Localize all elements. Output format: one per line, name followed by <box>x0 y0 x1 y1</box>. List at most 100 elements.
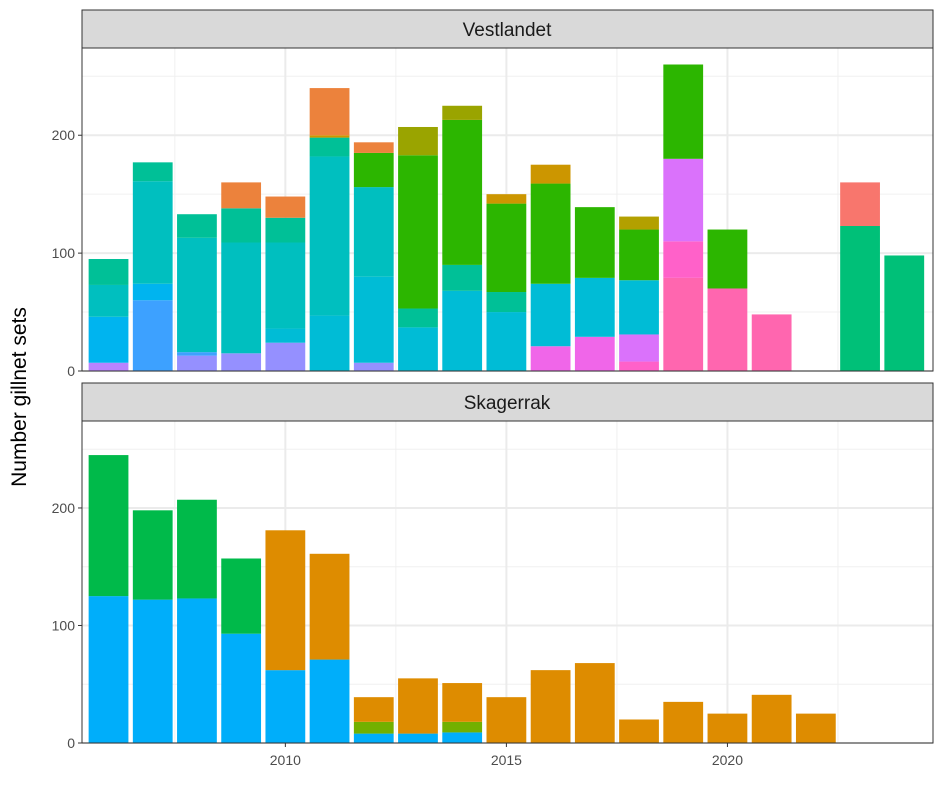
bar-segment-2008 <box>177 214 217 238</box>
bar-segment-2015 <box>486 312 527 371</box>
bar-segment-2021 <box>751 314 792 371</box>
strip-title-skagerrak: Skagerrak <box>464 393 551 414</box>
y-axis-label: Number gillnet sets <box>8 307 31 487</box>
bar-segment-2009 <box>221 242 262 354</box>
bar-segment-2008 <box>177 237 217 353</box>
bar-segment-2014 <box>442 721 483 733</box>
bar-segment-2014 <box>442 683 483 722</box>
bar-segment-2017 <box>574 277 615 337</box>
bar-segment-2010 <box>265 530 306 671</box>
bar-segment-2006 <box>88 284 129 317</box>
bar-segment-2016 <box>530 346 571 371</box>
bar-segment-2008 <box>177 355 217 371</box>
bar-segment-2019 <box>663 241 704 278</box>
bar-segment-2009 <box>221 558 262 634</box>
bar-segment-2006 <box>88 362 129 371</box>
bar-segment-2012 <box>353 142 394 153</box>
bar-segment-2013 <box>398 308 438 328</box>
bar-segment-2011 <box>309 88 350 136</box>
bar-segment-2019 <box>663 158 704 242</box>
bar-segment-2010 <box>265 328 306 343</box>
y-tick-label: 100 <box>52 617 76 633</box>
bar-segment-2013 <box>398 126 438 156</box>
y-tick-label: 100 <box>52 245 76 261</box>
bar-segment-2015 <box>486 697 527 743</box>
bar-segment-2018 <box>619 229 659 281</box>
bar-segment-2011 <box>309 659 350 743</box>
bar-segment-2013 <box>398 678 438 734</box>
bar-segment-2013 <box>398 327 438 371</box>
bar-segment-2006 <box>88 455 129 597</box>
bar-segment-2014 <box>442 732 483 743</box>
facet-skagerrak: Skagerrak 0 100 200 <box>52 382 934 751</box>
bar-segment-2017 <box>574 207 615 278</box>
bar-segment-2009 <box>221 208 262 243</box>
bar-segment-2011 <box>309 135 350 138</box>
bar-segment-2010 <box>265 342 306 371</box>
bar-segment-2007 <box>132 181 173 284</box>
bar-segment-2018 <box>619 719 659 743</box>
bar-segment-2022 <box>795 713 836 743</box>
bar-segment-2008 <box>177 499 217 599</box>
bar-segment-2009 <box>221 182 262 209</box>
facet-vestlandet: Vestlandet 0 100 200 <box>52 9 934 379</box>
bar-segment-2014 <box>442 105 483 120</box>
strip-title-vestlandet: Vestlandet <box>463 20 552 41</box>
bar-segment-2010 <box>265 196 306 218</box>
bar-segment-2014 <box>442 264 483 291</box>
bar-segment-2020 <box>707 288 748 371</box>
bar-segment-2012 <box>353 276 394 363</box>
bar-segment-2019 <box>663 64 704 159</box>
bar-segment-2006 <box>88 596 129 743</box>
bar-segment-2008 <box>177 352 217 356</box>
bar-segment-2016 <box>530 283 571 347</box>
y-tick-label: 200 <box>52 500 76 516</box>
bar-segment-2024 <box>884 255 925 371</box>
bar-segment-2018 <box>619 216 659 230</box>
bar-segment-2009 <box>221 353 262 371</box>
bar-segment-2016 <box>530 183 571 284</box>
bar-segment-2023 <box>840 226 880 371</box>
bar-segment-2011 <box>309 137 350 157</box>
bar-segment-2016 <box>530 164 571 184</box>
bar-segment-2007 <box>132 510 173 600</box>
bar-segment-2012 <box>353 721 394 734</box>
panel-border <box>81 420 934 744</box>
bar-segment-2017 <box>574 663 615 743</box>
bar-segment-2018 <box>619 361 659 371</box>
bar-segment-2011 <box>309 156 350 316</box>
bar-segment-2015 <box>486 194 527 204</box>
bar-segment-2020 <box>707 713 748 743</box>
bar-segment-2007 <box>132 300 173 371</box>
bar-segment-2007 <box>132 283 173 301</box>
x-tick-label: 2010 <box>270 752 301 768</box>
bar-segment-2012 <box>353 362 394 371</box>
bar-segment-2018 <box>619 334 659 362</box>
bar-segment-2013 <box>398 733 438 743</box>
bar-segment-2018 <box>619 280 659 335</box>
bar-segment-2012 <box>353 697 394 722</box>
bar-segment-2019 <box>663 701 704 743</box>
bar-segment-2006 <box>88 259 129 285</box>
bar-segment-2017 <box>574 336 615 371</box>
bar-segment-2015 <box>486 203 527 293</box>
bar-segment-2014 <box>442 290 483 371</box>
bar-segment-2011 <box>309 315 350 371</box>
bar-segment-2012 <box>353 152 394 188</box>
bar-segment-2007 <box>132 599 173 743</box>
bar-segment-2023 <box>840 182 880 227</box>
facet-strip <box>81 9 934 49</box>
y-tick-label: 0 <box>67 735 75 751</box>
bar-segment-2012 <box>353 733 394 743</box>
panel-border <box>81 47 934 372</box>
bar-segment-2007 <box>132 162 173 182</box>
y-tick-label: 0 <box>67 363 75 379</box>
bar-segment-2010 <box>265 242 306 329</box>
bar-segment-2020 <box>707 229 748 289</box>
x-tick-label: 2015 <box>491 752 522 768</box>
bar-segment-2013 <box>398 155 438 309</box>
bar-segment-2008 <box>177 598 217 743</box>
bar-segment-2006 <box>88 316 129 363</box>
bar-segment-2016 <box>530 670 571 743</box>
